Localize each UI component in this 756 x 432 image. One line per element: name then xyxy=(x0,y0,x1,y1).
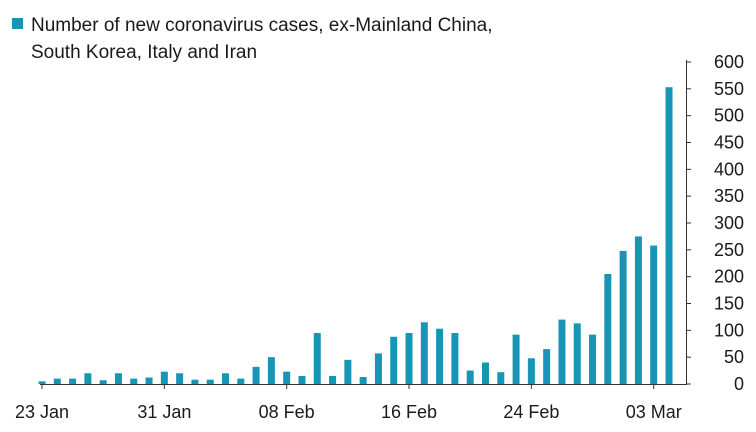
bar xyxy=(543,349,551,384)
bar xyxy=(130,378,138,384)
x-tick-label: 23 Jan xyxy=(15,402,69,422)
bar xyxy=(191,379,199,384)
bar xyxy=(344,359,352,384)
legend-entry: Number of new coronavirus cases, ex-Main… xyxy=(12,12,493,66)
y-tick-label: 250 xyxy=(714,240,744,260)
bar xyxy=(206,379,214,384)
bar xyxy=(619,250,627,384)
bar xyxy=(84,373,92,384)
bar xyxy=(558,319,566,384)
y-tick-label: 150 xyxy=(714,294,744,314)
bar xyxy=(665,87,673,384)
bar xyxy=(329,375,337,384)
bar xyxy=(466,370,474,384)
bar xyxy=(405,333,413,384)
y-tick-label: 400 xyxy=(714,159,744,179)
x-tick-label: 24 Feb xyxy=(503,402,559,422)
bar xyxy=(573,323,581,384)
bar xyxy=(114,373,122,384)
y-tick-label: 350 xyxy=(714,186,744,206)
x-tick-label: 03 Mar xyxy=(626,402,682,422)
bar xyxy=(69,378,77,384)
bar xyxy=(436,328,444,384)
bar xyxy=(298,375,306,384)
y-tick-label: 300 xyxy=(714,213,744,233)
bar xyxy=(527,358,535,384)
bar xyxy=(267,357,275,384)
legend: Number of new coronavirus cases, ex-Main… xyxy=(12,12,493,66)
bar xyxy=(145,377,153,384)
bar xyxy=(497,372,505,384)
y-tick-label: 0 xyxy=(734,374,744,394)
bar xyxy=(650,245,658,384)
bar xyxy=(313,333,321,384)
bar xyxy=(420,322,428,384)
y-tick-label: 200 xyxy=(714,267,744,287)
bar xyxy=(634,236,642,384)
y-tick-label: 100 xyxy=(714,320,744,340)
legend-label-line-1: Number of new coronavirus cases, ex-Main… xyxy=(31,15,493,36)
bar xyxy=(283,371,291,384)
y-tick-label: 600 xyxy=(714,52,744,72)
x-tick-label: 16 Feb xyxy=(381,402,437,422)
bar xyxy=(359,377,367,384)
legend-swatch xyxy=(12,18,23,29)
legend-label: Number of new coronavirus cases, ex-Main… xyxy=(31,12,493,66)
bar xyxy=(237,378,245,384)
bar xyxy=(451,333,459,384)
bar xyxy=(99,380,107,384)
y-tick-label: 50 xyxy=(724,347,744,367)
y-tick-label: 550 xyxy=(714,79,744,99)
bar xyxy=(390,336,398,384)
bar xyxy=(53,378,61,384)
x-tick-label: 31 Jan xyxy=(137,402,191,422)
x-tick-label: 08 Feb xyxy=(259,402,315,422)
y-tick-label: 450 xyxy=(714,133,744,153)
y-tick-label: 500 xyxy=(714,106,744,126)
bar xyxy=(512,334,520,384)
legend-label-line-2: South Korea, Italy and Iran xyxy=(31,42,258,63)
bar xyxy=(604,273,612,384)
bar xyxy=(589,334,597,384)
bar xyxy=(374,353,382,384)
bar xyxy=(38,381,46,384)
bar xyxy=(481,362,489,384)
bar xyxy=(176,373,184,384)
bar xyxy=(222,373,230,384)
bar xyxy=(160,371,168,384)
bar xyxy=(252,366,260,384)
